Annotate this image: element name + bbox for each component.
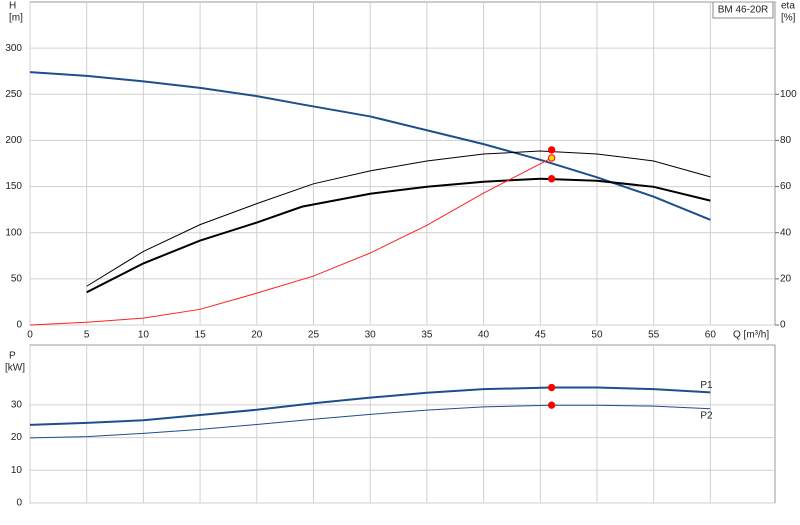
p-label: P	[9, 351, 16, 362]
operating-point	[547, 154, 556, 162]
y-tick-label: 20	[11, 432, 23, 443]
x-tick-label: 30	[365, 330, 377, 341]
y-tick-label: 0	[16, 498, 22, 509]
y-tick-label: 100	[5, 227, 22, 238]
y-tick-label: 10	[11, 465, 23, 476]
y-tick-label: 250	[5, 89, 22, 100]
y-tick-label: 150	[5, 181, 22, 192]
q-label: Q [m³/h]	[733, 330, 769, 341]
operating-point	[547, 401, 556, 409]
y-tick-label: 200	[5, 135, 22, 146]
eta-label: eta	[781, 1, 795, 12]
h-unit: [m]	[9, 13, 23, 24]
annotation: BM 46-20R	[718, 5, 769, 16]
operating-point	[547, 146, 556, 154]
curve	[86, 177, 711, 294]
curve	[29, 71, 711, 221]
eta-unit: [%]	[781, 13, 796, 24]
x-tick-label: 45	[535, 330, 547, 341]
p-unit: [kW]	[5, 363, 25, 374]
operating-point	[547, 175, 556, 183]
y2-tick-label: 0	[780, 320, 786, 331]
y2-tick-label: 20	[780, 273, 792, 284]
y2-tick-label: 40	[780, 227, 792, 238]
x-tick-label: 15	[195, 330, 207, 341]
y2-tick-label: 80	[780, 135, 792, 146]
x-tick-label: 50	[591, 330, 603, 341]
y2-tick-label: 100	[780, 89, 797, 100]
x-tick-label: 10	[138, 330, 150, 341]
curve	[29, 404, 711, 439]
x-tick-label: 60	[705, 330, 717, 341]
plot-frame	[29, 344, 776, 504]
curve-label: P2	[700, 410, 713, 421]
x-tick-label: 40	[478, 330, 490, 341]
operating-point	[547, 383, 556, 392]
curve	[86, 150, 711, 287]
x-tick-label: 0	[27, 330, 33, 341]
y-tick-label: 30	[11, 400, 23, 411]
x-tick-label: 20	[251, 330, 263, 341]
y-tick-label: 0	[16, 320, 22, 331]
y-tick-label: 300	[5, 43, 22, 54]
curve	[29, 157, 552, 326]
h-label: H	[9, 1, 16, 12]
curve	[29, 386, 711, 426]
x-tick-label: 35	[421, 330, 433, 341]
x-tick-label: 55	[648, 330, 660, 341]
y-tick-label: 50	[11, 273, 23, 284]
y2-tick-label: 60	[780, 181, 792, 192]
x-tick-label: 25	[308, 330, 320, 341]
x-tick-label: 5	[84, 330, 90, 341]
curve-label: P1	[700, 380, 713, 391]
